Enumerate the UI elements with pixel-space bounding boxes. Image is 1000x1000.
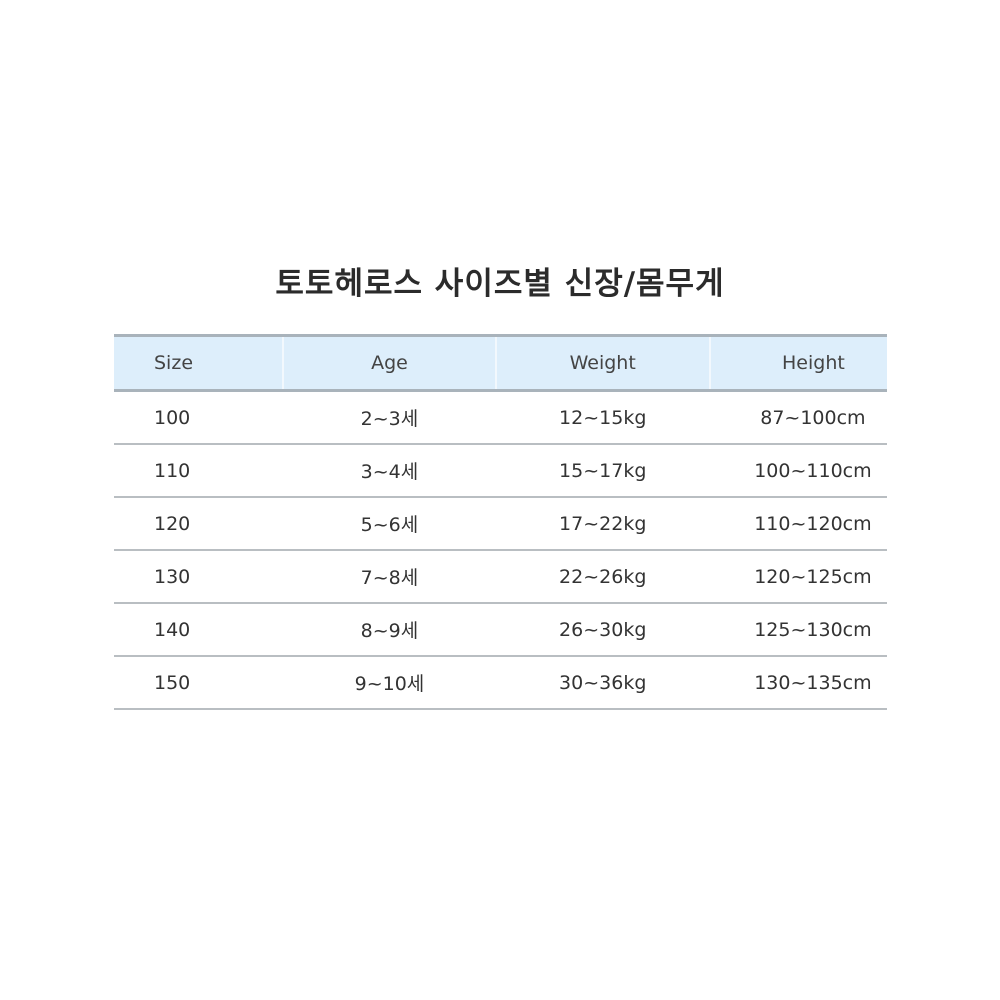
cell-size: 150	[114, 656, 284, 710]
cell-size: 120	[114, 497, 284, 551]
cell-weight: 26~30kg	[495, 603, 710, 657]
cell-age: 9~10세	[283, 656, 496, 710]
cell-height: 87~100cm	[709, 390, 887, 445]
cell-age: 7~8세	[283, 550, 496, 604]
table-row: 130 7~8세 22~26kg 120~125cm	[114, 550, 887, 604]
cell-weight: 22~26kg	[495, 550, 710, 604]
page-title: 토토헤로스 사이즈별 신장/몸무게	[275, 266, 725, 302]
cell-weight: 12~15kg	[495, 390, 710, 445]
header-weight: Weight	[494, 334, 710, 392]
cell-age: 8~9세	[283, 603, 496, 657]
cell-size: 100	[114, 390, 284, 445]
cell-weight: 17~22kg	[495, 497, 710, 551]
cell-age: 2~3세	[283, 390, 496, 445]
cell-size: 110	[114, 444, 284, 498]
table-row: 150 9~10세 30~36kg 130~135cm	[114, 656, 887, 710]
table-row: 110 3~4세 15~17kg 100~110cm	[114, 444, 887, 498]
cell-weight: 15~17kg	[495, 444, 710, 498]
header-height: Height	[708, 334, 887, 392]
cell-size: 130	[114, 550, 284, 604]
cell-age: 3~4세	[283, 444, 496, 498]
table-row: 100 2~3세 12~15kg 87~100cm	[114, 390, 887, 445]
cell-size: 140	[114, 603, 284, 657]
table-row: 140 8~9세 26~30kg 125~130cm	[114, 603, 887, 657]
size-chart-table: Size Age Weight Height 100 2~3세 12~15kg 87~100…	[114, 334, 887, 710]
header-age: Age	[282, 334, 496, 392]
table-header-row: Size Age Weight Height	[114, 334, 887, 392]
cell-height: 120~125cm	[709, 550, 887, 604]
cell-weight: 30~36kg	[495, 656, 710, 710]
cell-height: 130~135cm	[709, 656, 887, 710]
header-size: Size	[114, 334, 284, 392]
cell-height: 110~120cm	[709, 497, 887, 551]
cell-height: 125~130cm	[709, 603, 887, 657]
cell-age: 5~6세	[283, 497, 496, 551]
cell-height: 100~110cm	[709, 444, 887, 498]
table-row: 120 5~6세 17~22kg 110~120cm	[114, 497, 887, 551]
